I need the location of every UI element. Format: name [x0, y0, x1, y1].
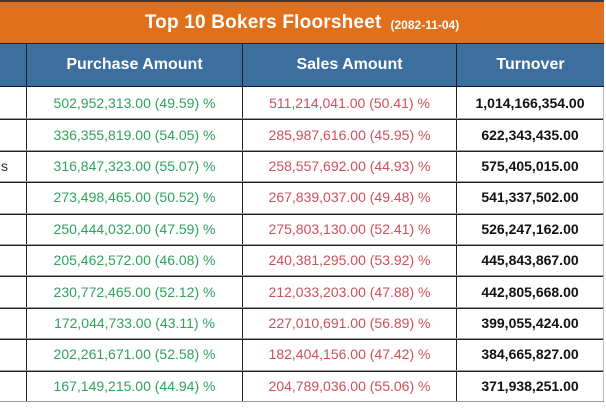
- column-header-turnover: Turnover: [496, 56, 565, 73]
- table-row: 502,952,313.00 (49.59) % 511,214,041.00 …: [0, 87, 604, 119]
- sales-cell: 275,803,130.00 (52.41) %: [243, 213, 457, 244]
- purchase-cell: 202,261,671.00 (52.58) %: [27, 339, 243, 370]
- broker-cell: [0, 182, 27, 213]
- page-title: Top 10 Bokers Floorsheet: [144, 11, 382, 33]
- broker-cell: [0, 276, 27, 307]
- purchase-cell: 250,444,032.00 (47.59) %: [27, 213, 243, 244]
- table-row: 167,149,215.00 (44.94) % 204,789,036.00 …: [0, 369, 604, 401]
- turnover-cell: 526,247,162.00: [457, 213, 604, 244]
- table-body: 502,952,313.00 (49.59) % 511,214,041.00 …: [0, 87, 604, 402]
- table-row: 205,462,572.00 (46.08) % 240,381,295.00 …: [0, 243, 604, 276]
- broker-cell: [0, 119, 27, 150]
- purchase-cell: 273,498,465.00 (50.52) %: [27, 182, 243, 213]
- turnover-cell: 442,805,668.00: [457, 276, 604, 307]
- turnover-cell: 384,665,827.00: [457, 339, 604, 370]
- sales-cell: 511,214,041.00 (50.41) %: [243, 87, 457, 119]
- sales-cell: 285,987,616.00 (45.95) %: [243, 119, 457, 150]
- sales-cell: 182,404,156.00 (47.42) %: [243, 339, 457, 370]
- broker-cell: [0, 244, 27, 276]
- table-row: 202,261,671.00 (52.58) % 182,404,156.00 …: [0, 338, 604, 370]
- table-header-row: Purchase Amount Sales Amount Turnover: [0, 44, 604, 87]
- table-row: 230,772,465.00 (52.12) % 212,033,203.00 …: [0, 275, 604, 307]
- turnover-cell: 371,938,251.00: [457, 370, 604, 401]
- table-row: 273,498,465.00 (50.52) % 267,839,037.00 …: [0, 181, 604, 213]
- broker-cell: [0, 213, 27, 244]
- broker-cell: s: [0, 150, 27, 182]
- title-bar: Top 10 Bokers Floorsheet (2082-11-04): [0, 0, 604, 44]
- broker-cell: [0, 87, 27, 119]
- turnover-cell: 622,343,435.00: [457, 119, 604, 150]
- column-header-purchase: Purchase Amount: [27, 44, 243, 86]
- turnover-cell: 399,055,424.00: [457, 307, 604, 339]
- sales-cell: 212,033,203.00 (47.88) %: [243, 276, 457, 307]
- sales-cell: 204,789,036.00 (55.06) %: [243, 370, 457, 401]
- purchase-cell: 167,149,215.00 (44.94) %: [27, 370, 243, 401]
- title-date: (2082-11-04): [390, 18, 460, 32]
- table-row: 250,444,032.00 (47.59) % 275,803,130.00 …: [0, 212, 604, 244]
- purchase-cell: 230,772,465.00 (52.12) %: [27, 276, 243, 307]
- column-header-sales: Sales Amount: [243, 44, 457, 86]
- turnover-cell: 1,014,166,354.00: [457, 87, 604, 119]
- broker-cell: [0, 370, 27, 401]
- purchase-cell: 336,355,819.00 (54.05) %: [27, 119, 243, 150]
- table-row: 172,044,733.00 (43.11) % 227,010,691.00 …: [0, 306, 604, 339]
- purchase-cell: 172,044,733.00 (43.11) %: [27, 307, 243, 339]
- column-header-broker: [0, 44, 27, 86]
- sales-cell: 240,381,295.00 (53.92) %: [243, 244, 457, 276]
- purchase-cell: 205,462,572.00 (46.08) %: [27, 244, 243, 276]
- sales-cell: 227,010,691.00 (56.89) %: [243, 307, 457, 339]
- turnover-cell: 541,337,502.00: [457, 182, 604, 213]
- turnover-cell: 575,405,015.00: [457, 150, 604, 182]
- table-row: s 316,847,323.00 (55.07) % 258,557,692.0…: [0, 149, 604, 182]
- floorsheet-widget: Top 10 Bokers Floorsheet (2082-11-04) Pu…: [0, 0, 604, 402]
- purchase-cell: 502,952,313.00 (49.59) %: [27, 87, 243, 119]
- broker-cell: [0, 307, 27, 339]
- broker-cell: [0, 339, 27, 370]
- purchase-cell: 316,847,323.00 (55.07) %: [27, 150, 243, 182]
- sales-cell: 258,557,692.00 (44.93) %: [243, 150, 457, 182]
- table-row: 336,355,819.00 (54.05) % 285,987,616.00 …: [0, 118, 604, 150]
- turnover-cell: 445,843,867.00: [457, 244, 604, 276]
- sales-cell: 267,839,037.00 (49.48) %: [243, 182, 457, 213]
